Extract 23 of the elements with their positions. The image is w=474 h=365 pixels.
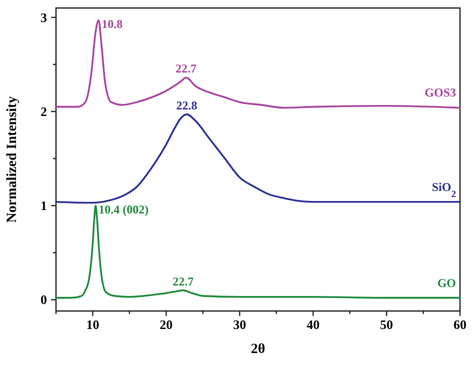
x-tick-label: 30: [233, 317, 246, 332]
y-axis-title: Normalized Intensity: [5, 96, 20, 223]
x-axis-title: 2θ: [250, 342, 266, 357]
x-tick-label: 50: [380, 317, 394, 332]
annotation: 10.8: [102, 17, 123, 32]
series-label: SiO$_{2}$: [432, 180, 456, 200]
line-series: [55, 204, 461, 299]
line-series: [55, 113, 461, 204]
series-label: GO: [437, 276, 456, 290]
annotation: 10.4 (002): [98, 202, 149, 217]
series-label: GOS3: [424, 86, 456, 100]
x-tick-label: 60: [454, 317, 466, 332]
annotation: 22.8: [176, 98, 198, 112]
line-series: [55, 19, 461, 109]
y-tick-label: 1: [40, 198, 47, 214]
y-tick-label: 2: [40, 104, 47, 120]
x-tick-label: 40: [306, 317, 320, 332]
x-tick-label: 20: [160, 317, 173, 332]
annotation: 22.7: [172, 274, 194, 288]
x-tick-label: 10: [86, 317, 100, 332]
annotation: 22.7: [176, 62, 197, 76]
y-tick-label: 3: [40, 10, 48, 25]
y-tick-label: 0: [40, 292, 47, 308]
